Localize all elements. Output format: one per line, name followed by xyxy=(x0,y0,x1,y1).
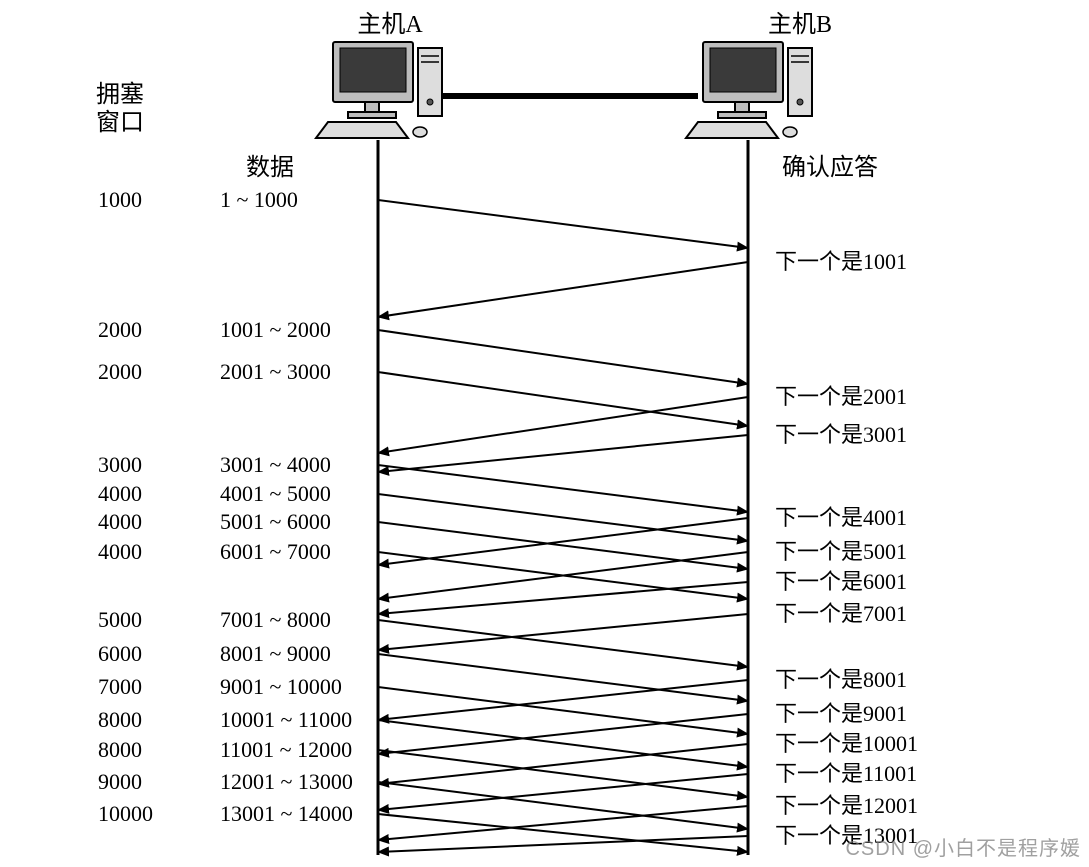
data-arrow xyxy=(378,372,748,426)
cwnd-value: 10000 xyxy=(98,801,153,826)
ack-label: 下一个是3001 xyxy=(775,422,907,447)
ack-arrow xyxy=(378,680,748,720)
ack-label: 下一个是4001 xyxy=(775,505,907,530)
data-range: 4001 ~ 5000 xyxy=(220,481,331,506)
data-range: 6001 ~ 7000 xyxy=(220,539,331,564)
ack-arrow xyxy=(378,262,748,317)
ack-label: 下一个是12001 xyxy=(775,793,918,818)
ack-label: 下一个是5001 xyxy=(775,539,907,564)
data-range: 11001 ~ 12000 xyxy=(220,737,352,762)
cwnd-value: 9000 xyxy=(98,769,142,794)
ack-label: 下一个是9001 xyxy=(775,701,907,726)
ack-label: 下一个是6001 xyxy=(775,569,907,594)
data-range: 7001 ~ 8000 xyxy=(220,607,331,632)
ack-label: 下一个是10001 xyxy=(775,731,918,756)
cwnd-value: 3000 xyxy=(98,452,142,477)
cwnd-value: 4000 xyxy=(98,539,142,564)
data-range: 1001 ~ 2000 xyxy=(220,317,331,342)
cwnd-value: 2000 xyxy=(98,317,142,342)
ack-arrow xyxy=(378,614,748,650)
data-range: 10001 ~ 11000 xyxy=(220,707,352,732)
ack-arrow xyxy=(378,744,748,784)
data-arrow xyxy=(378,494,748,541)
ack-label: 下一个是2001 xyxy=(775,384,907,409)
host-a-label: 主机A xyxy=(357,11,423,38)
header-cwnd: 拥塞 xyxy=(96,81,144,108)
ack-label: 下一个是11001 xyxy=(775,761,917,786)
ack-label: 下一个是1001 xyxy=(775,249,907,274)
host-b-label: 主机B xyxy=(768,11,832,38)
data-arrow xyxy=(378,330,748,384)
cwnd-value: 6000 xyxy=(98,641,142,666)
ack-arrow xyxy=(378,806,748,840)
ack-arrow xyxy=(378,836,748,852)
data-range: 8001 ~ 9000 xyxy=(220,641,331,666)
sequence-diagram: 主机A 主机B 拥塞窗口数据 确认应答 1000 1 ~ 1000 下一个是1001 2000… xyxy=(0,0,1089,867)
ack-arrow xyxy=(378,435,748,472)
header-data: 数据 xyxy=(246,154,294,181)
data-range: 12001 ~ 13000 xyxy=(220,769,353,794)
cwnd-value: 4000 xyxy=(98,481,142,506)
ack-label: 下一个是7001 xyxy=(775,601,907,626)
cwnd-value: 8000 xyxy=(98,737,142,762)
data-range: 5001 ~ 6000 xyxy=(220,509,331,534)
watermark: CSDN @小白不是程序媛 xyxy=(845,832,1081,861)
ack-arrow xyxy=(378,397,748,453)
svg-text:窗口: 窗口 xyxy=(96,109,144,136)
ack-arrow xyxy=(378,518,748,565)
cwnd-value: 8000 xyxy=(98,707,142,732)
cwnd-value: 1000 xyxy=(98,187,142,212)
ack-arrow xyxy=(378,714,748,754)
cwnd-value: 5000 xyxy=(98,607,142,632)
data-arrow xyxy=(378,465,748,512)
cwnd-value: 2000 xyxy=(98,359,142,384)
ack-label: 下一个是8001 xyxy=(775,667,907,692)
ack-arrow xyxy=(378,582,748,614)
data-arrow xyxy=(378,620,748,667)
data-arrow xyxy=(378,522,748,569)
data-arrow xyxy=(378,814,748,852)
cwnd-value: 7000 xyxy=(98,674,142,699)
data-range: 3001 ~ 4000 xyxy=(220,452,331,477)
data-range: 13001 ~ 14000 xyxy=(220,801,353,826)
data-range: 2001 ~ 3000 xyxy=(220,359,331,384)
header-ack: 确认应答 xyxy=(782,154,878,181)
data-range: 9001 ~ 10000 xyxy=(220,674,342,699)
data-range: 1 ~ 1000 xyxy=(220,187,298,212)
cwnd-value: 4000 xyxy=(98,509,142,534)
data-arrow xyxy=(378,200,748,248)
